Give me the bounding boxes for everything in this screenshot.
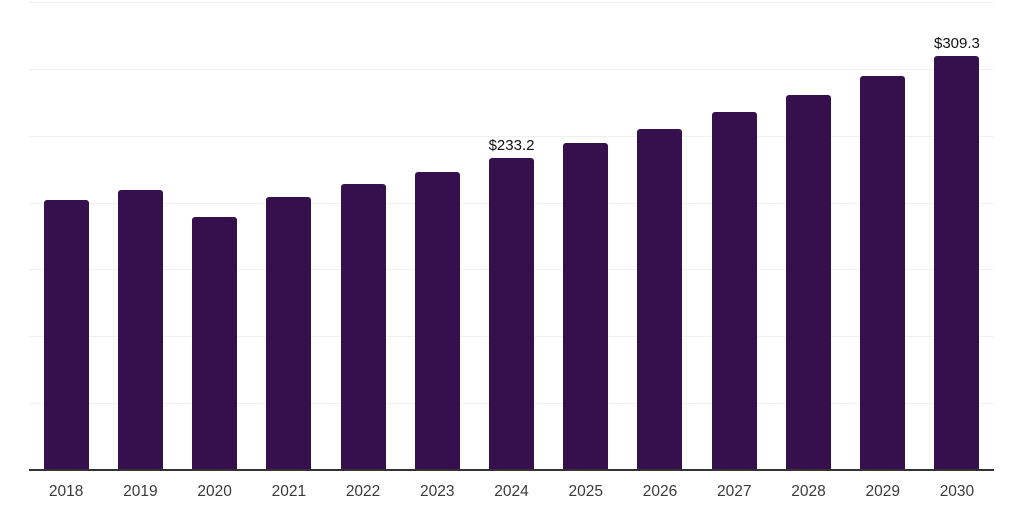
bar-2024[interactable]: $233.2 (489, 138, 534, 470)
bar-2029[interactable] (860, 75, 906, 470)
bar-2023[interactable] (414, 171, 460, 470)
x-tick-2028: 2028 (791, 483, 826, 500)
x-tick-2030: 2030 (939, 483, 975, 500)
gridline-250 (29, 135, 994, 137)
bar-2022[interactable] (340, 184, 386, 470)
bar-slot-2021 (252, 2, 326, 470)
x-tick-2026: 2026 (642, 483, 678, 500)
bar-2028[interactable] (785, 95, 831, 470)
bar-slot-2028 (771, 2, 845, 470)
x-tick-2021: 2021 (271, 483, 307, 500)
plot-area: $233.2 $309.3 (29, 2, 994, 470)
bar-slot-2019 (103, 2, 177, 470)
x-tick-2018: 2018 (48, 483, 84, 500)
bar-slot-2027 (697, 2, 771, 470)
bar-2021[interactable] (266, 197, 312, 470)
x-tick-2019: 2019 (123, 483, 158, 500)
bar-slot-2026 (623, 2, 697, 470)
bar-slot-2018 (29, 2, 103, 470)
bar-value-label-2030: $309.3 (933, 35, 980, 53)
bar-slot-2023 (400, 2, 474, 470)
x-tick-2023: 2023 (420, 483, 455, 500)
x-tick-2029: 2029 (865, 483, 900, 500)
bar-2027[interactable] (711, 111, 757, 470)
x-tick-2024: 2024 (494, 483, 529, 500)
bar-2025[interactable] (563, 143, 609, 470)
bar-2030[interactable]: $309.3 (934, 36, 980, 470)
bar-2026[interactable] (637, 129, 683, 470)
bar-slot-2020 (177, 2, 251, 470)
bar-value-label-2024: $233.2 (488, 137, 535, 155)
x-axis-ticks: 2018 2019 2020 2021 2022 2023 2024 2025 2026 2027… (29, 484, 994, 500)
bar-slot-2030: $309.3 (920, 2, 994, 470)
x-tick-2025: 2025 (568, 483, 603, 500)
bar-chart: $233.2 $309.3 2018 2019 2020 2021 2022 2023 202… (29, 0, 994, 512)
gridline-350 (29, 2, 994, 3)
bar-2019[interactable] (117, 189, 163, 470)
bar-slot-2024: $233.2 (474, 2, 548, 470)
bar-slot-2022 (326, 2, 400, 470)
gridline-300 (29, 68, 994, 70)
x-axis-line (29, 469, 994, 471)
x-tick-2020: 2020 (197, 483, 232, 500)
x-tick-2027: 2027 (716, 483, 752, 500)
x-tick-2022: 2022 (345, 483, 381, 500)
bars: $233.2 $309.3 (29, 2, 994, 470)
bar-slot-2029 (846, 2, 920, 470)
bar-2020[interactable] (192, 216, 238, 470)
bar-2018[interactable] (43, 199, 89, 470)
bar-slot-2025 (549, 2, 623, 470)
